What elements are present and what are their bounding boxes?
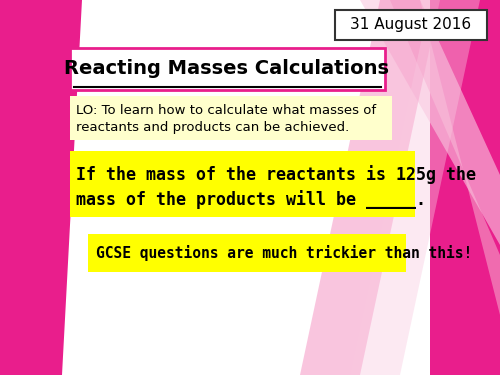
Polygon shape xyxy=(0,0,82,375)
Text: mass of the products will be _____.: mass of the products will be _____. xyxy=(76,190,426,210)
FancyBboxPatch shape xyxy=(88,234,406,272)
Text: Reacting Masses Calculations: Reacting Masses Calculations xyxy=(64,58,390,78)
Text: 31 August 2016: 31 August 2016 xyxy=(350,18,472,33)
FancyBboxPatch shape xyxy=(335,10,487,40)
FancyBboxPatch shape xyxy=(70,151,415,217)
Polygon shape xyxy=(300,0,440,375)
Polygon shape xyxy=(360,0,500,245)
Text: reactants and products can be achieved.: reactants and products can be achieved. xyxy=(76,122,349,135)
Polygon shape xyxy=(430,0,500,375)
FancyBboxPatch shape xyxy=(70,48,385,90)
Polygon shape xyxy=(340,0,500,315)
FancyBboxPatch shape xyxy=(70,96,392,140)
Polygon shape xyxy=(350,0,480,375)
Text: LO: To learn how to calculate what masses of: LO: To learn how to calculate what masse… xyxy=(76,105,376,117)
Text: GCSE questions are much trickier than this!: GCSE questions are much trickier than th… xyxy=(96,245,472,261)
Text: If the mass of the reactants is 125g the: If the mass of the reactants is 125g the xyxy=(76,165,476,184)
